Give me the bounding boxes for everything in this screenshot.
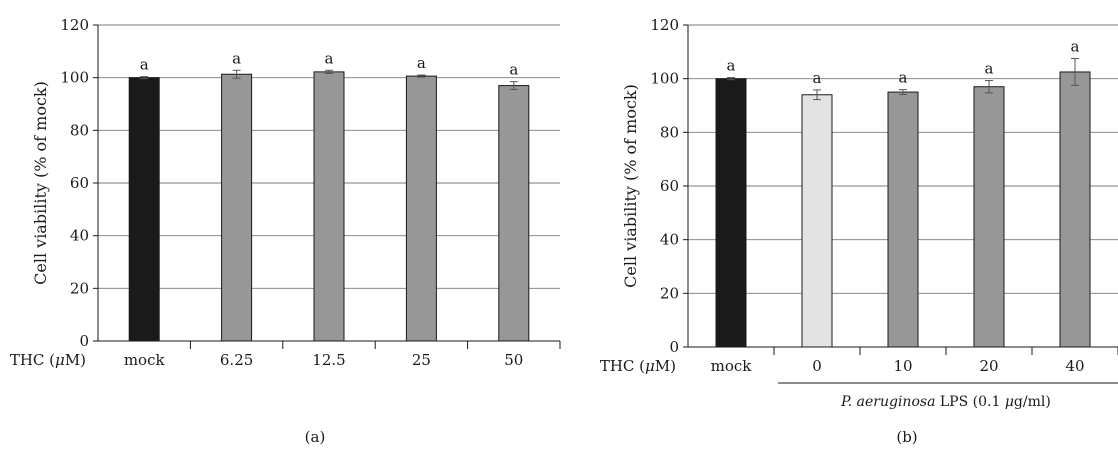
x-tick-label: 20 [979,357,998,375]
significance-label: a [899,69,908,87]
bar-50 [498,85,530,342]
x-axis-label: THC (μM) [10,351,86,369]
bar-40 [1059,71,1091,348]
y-axis-label: Cell viability (% of mock) [31,81,50,285]
y-tick-label: 100 [650,70,679,88]
bar-6.25 [221,73,253,342]
x-tick-label: 25 [412,351,431,369]
y-tick-label: 80 [660,123,679,141]
x-tick-label: 50 [504,351,523,369]
panel-label: (b) [896,428,917,446]
x-tick-label: 0 [812,357,822,375]
y-tick-label: 80 [70,121,89,139]
y-tick-label: 20 [660,284,679,302]
bar-12.5 [313,71,345,342]
y-tick-label: 0 [79,332,89,350]
y-tick-label: 20 [70,279,89,297]
y-tick-label: 40 [70,227,89,245]
significance-label: a [417,54,426,72]
y-tick-label: 0 [669,338,679,356]
significance-label: a [985,60,994,78]
bar-mock [128,77,160,342]
chart-panel-a: 0 20 40 60 80 100 120 Cell viability (% of mock… [10,16,561,446]
x-tick-label: mock [124,351,166,369]
significance-label: a [509,61,518,79]
x-tick-label: mock [711,357,753,375]
panel-label: (a) [305,428,326,446]
bar-mock [715,78,747,348]
significance-label: a [1071,38,1080,56]
significance-label: a [232,49,241,67]
y-tick-label: 120 [60,16,89,34]
x-tick-label: 40 [1065,357,1084,375]
y-tick-label: 60 [70,174,89,192]
bar-0 [801,94,833,348]
y-tick-label: 60 [660,177,679,195]
bar-25 [405,75,437,342]
y-axis-label: Cell viability (% of mock) [621,84,640,288]
x-tick-label: 10 [893,357,912,375]
significance-label: a [325,49,334,67]
bar-20 [973,86,1005,348]
y-tick-label: 100 [60,69,89,87]
x-axis-label: THC (μM) [600,357,676,375]
x-tick-label: 12.5 [312,351,345,369]
bar-10 [887,91,919,348]
group-label: P. aeruginosa LPS (0.1 μg/ml) [840,394,1051,410]
significance-label: a [813,69,822,87]
significance-label: a [727,57,736,75]
y-tick-label: 120 [650,16,679,34]
y-tick-label: 40 [660,231,679,249]
significance-label: a [140,56,149,74]
x-tick-label: 6.25 [220,351,253,369]
